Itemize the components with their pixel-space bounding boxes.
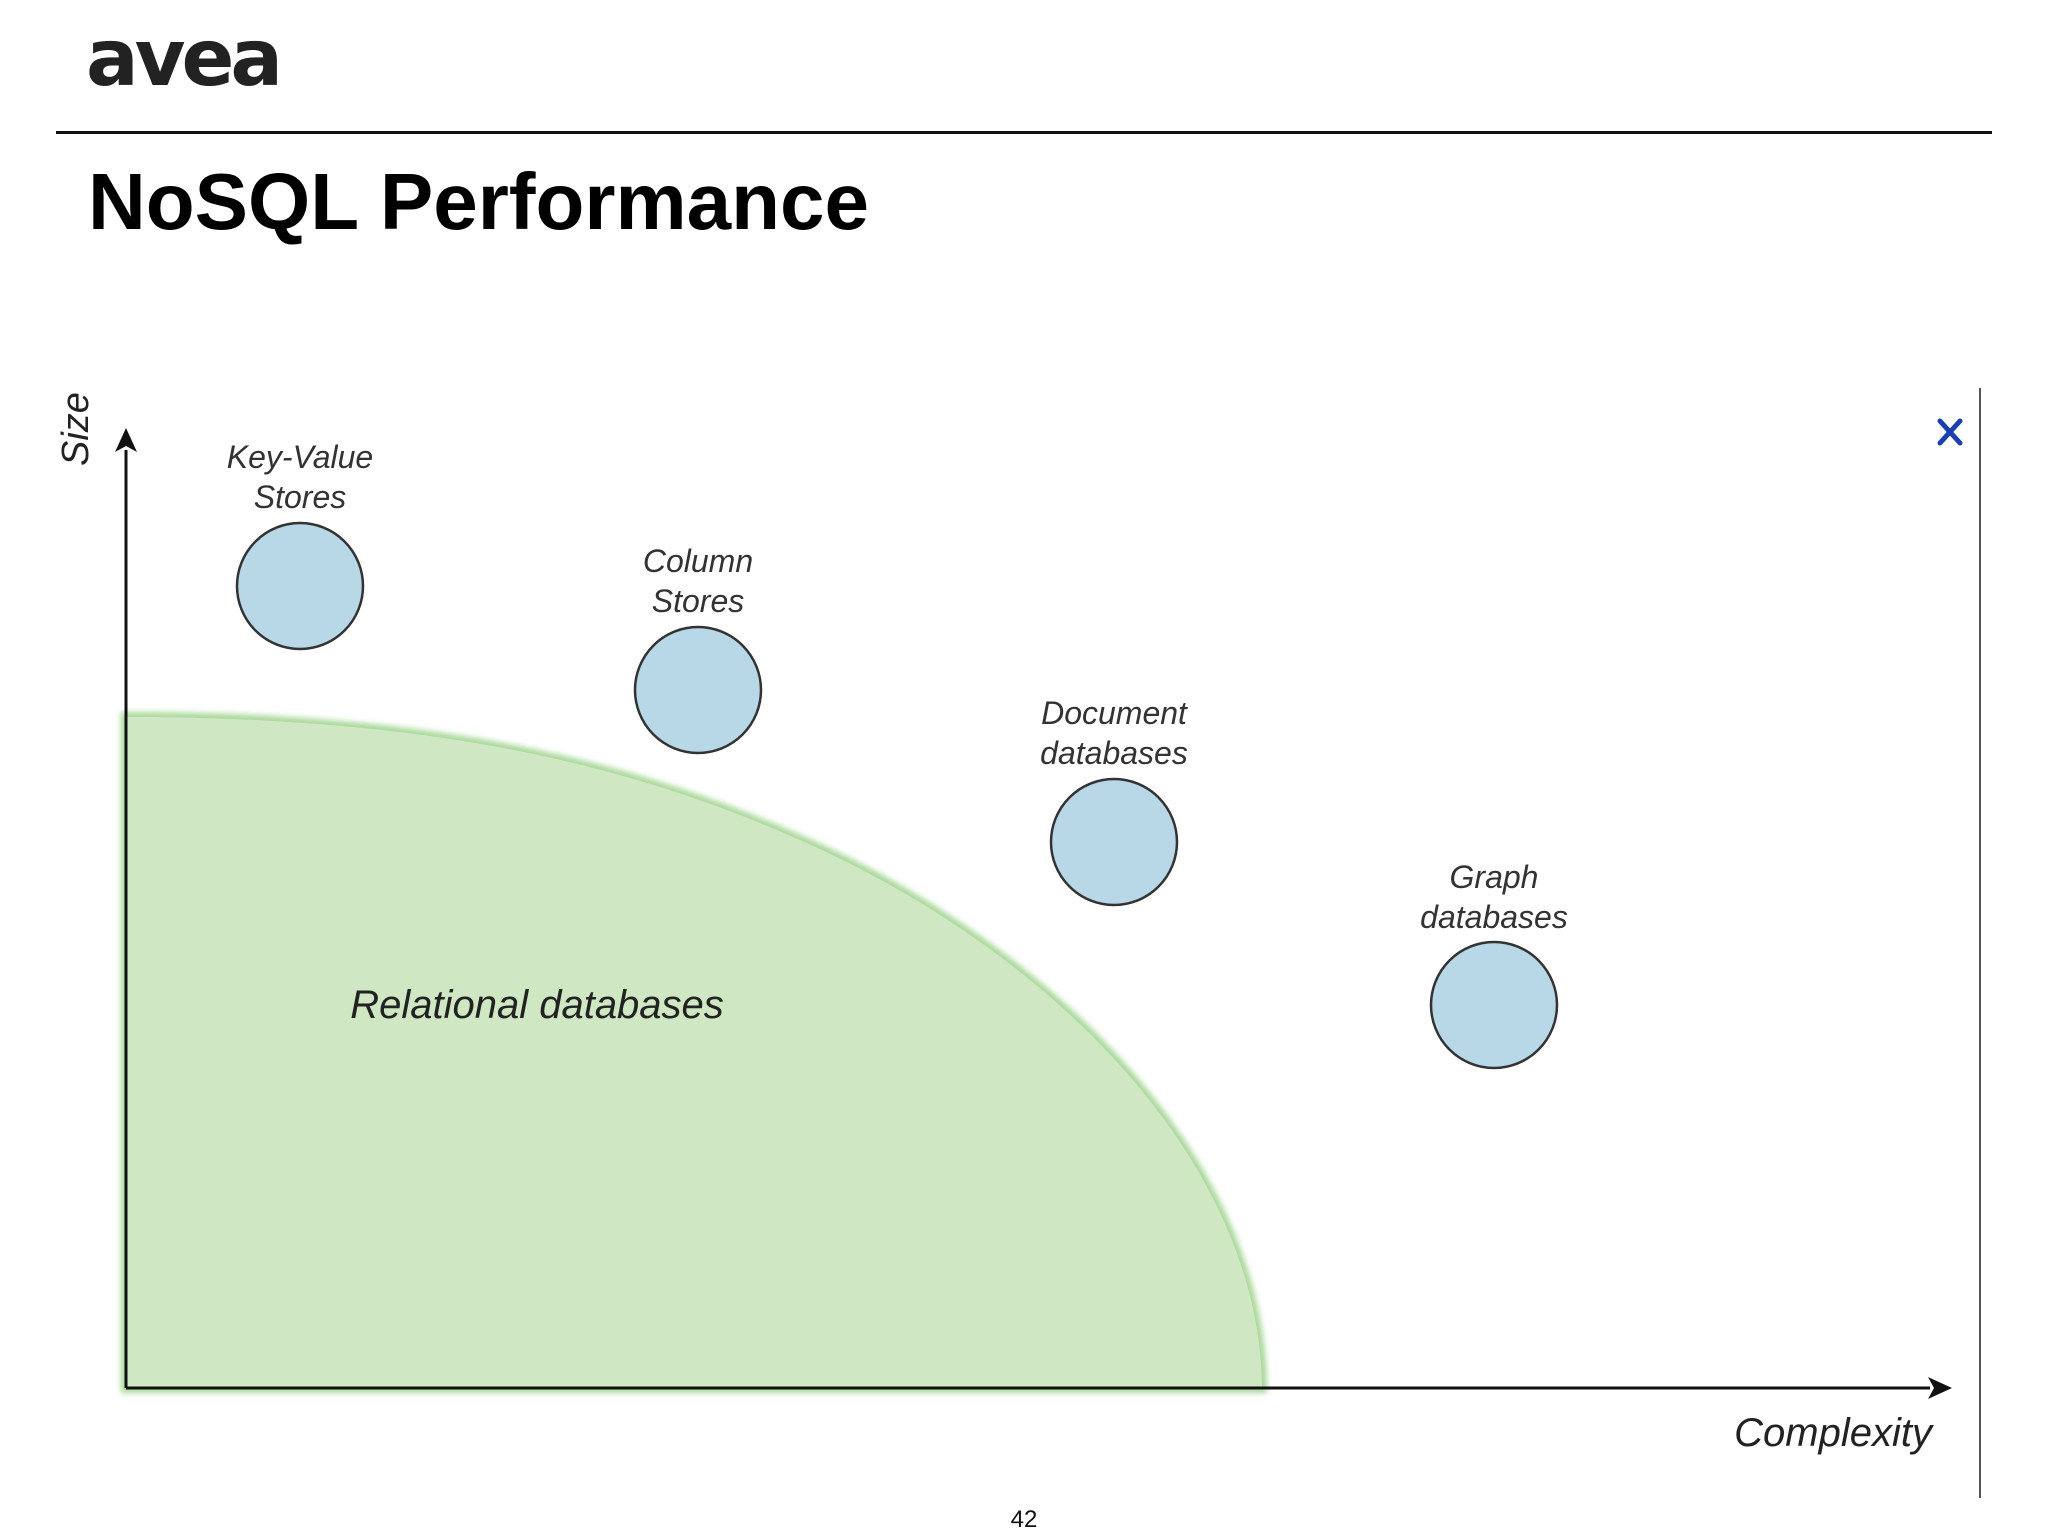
node-label-line: Stores xyxy=(254,479,346,515)
node-circle xyxy=(1049,777,1179,907)
header-divider xyxy=(56,131,1992,134)
node-document-databases: Document databases xyxy=(1040,695,1188,907)
node-label-line: Graph xyxy=(1450,859,1539,895)
x-axis-arrowhead xyxy=(1928,1377,1952,1399)
node-label-line: Document xyxy=(1041,695,1188,731)
y-axis-label: Size xyxy=(55,392,97,466)
node-label-line: databases xyxy=(1420,899,1568,935)
page-title: NoSQL Performance xyxy=(88,157,869,246)
y-axis-arrowhead xyxy=(115,428,137,452)
close-icon[interactable] xyxy=(1930,412,1970,452)
page-number: 42 xyxy=(1010,1506,1038,1533)
avea-logo: avea xyxy=(86,14,283,104)
node-label-line: Key-Value xyxy=(227,439,373,475)
node-graph-databases: Graph databases xyxy=(1420,859,1568,1070)
node-column-stores: Column Stores xyxy=(633,543,763,755)
node-label-line: Stores xyxy=(652,583,744,619)
node-label-line: Column xyxy=(643,543,753,579)
relational-databases-region xyxy=(126,717,1262,1388)
node-key-value-stores: Key-Value Stores xyxy=(227,439,373,651)
node-circle xyxy=(235,521,365,651)
node-label-line: databases xyxy=(1040,735,1188,771)
node-circle xyxy=(1429,940,1559,1070)
node-circle xyxy=(633,625,763,755)
x-axis-label: Complexity xyxy=(1734,1411,1935,1455)
relational-databases-label: Relational databases xyxy=(350,983,724,1027)
